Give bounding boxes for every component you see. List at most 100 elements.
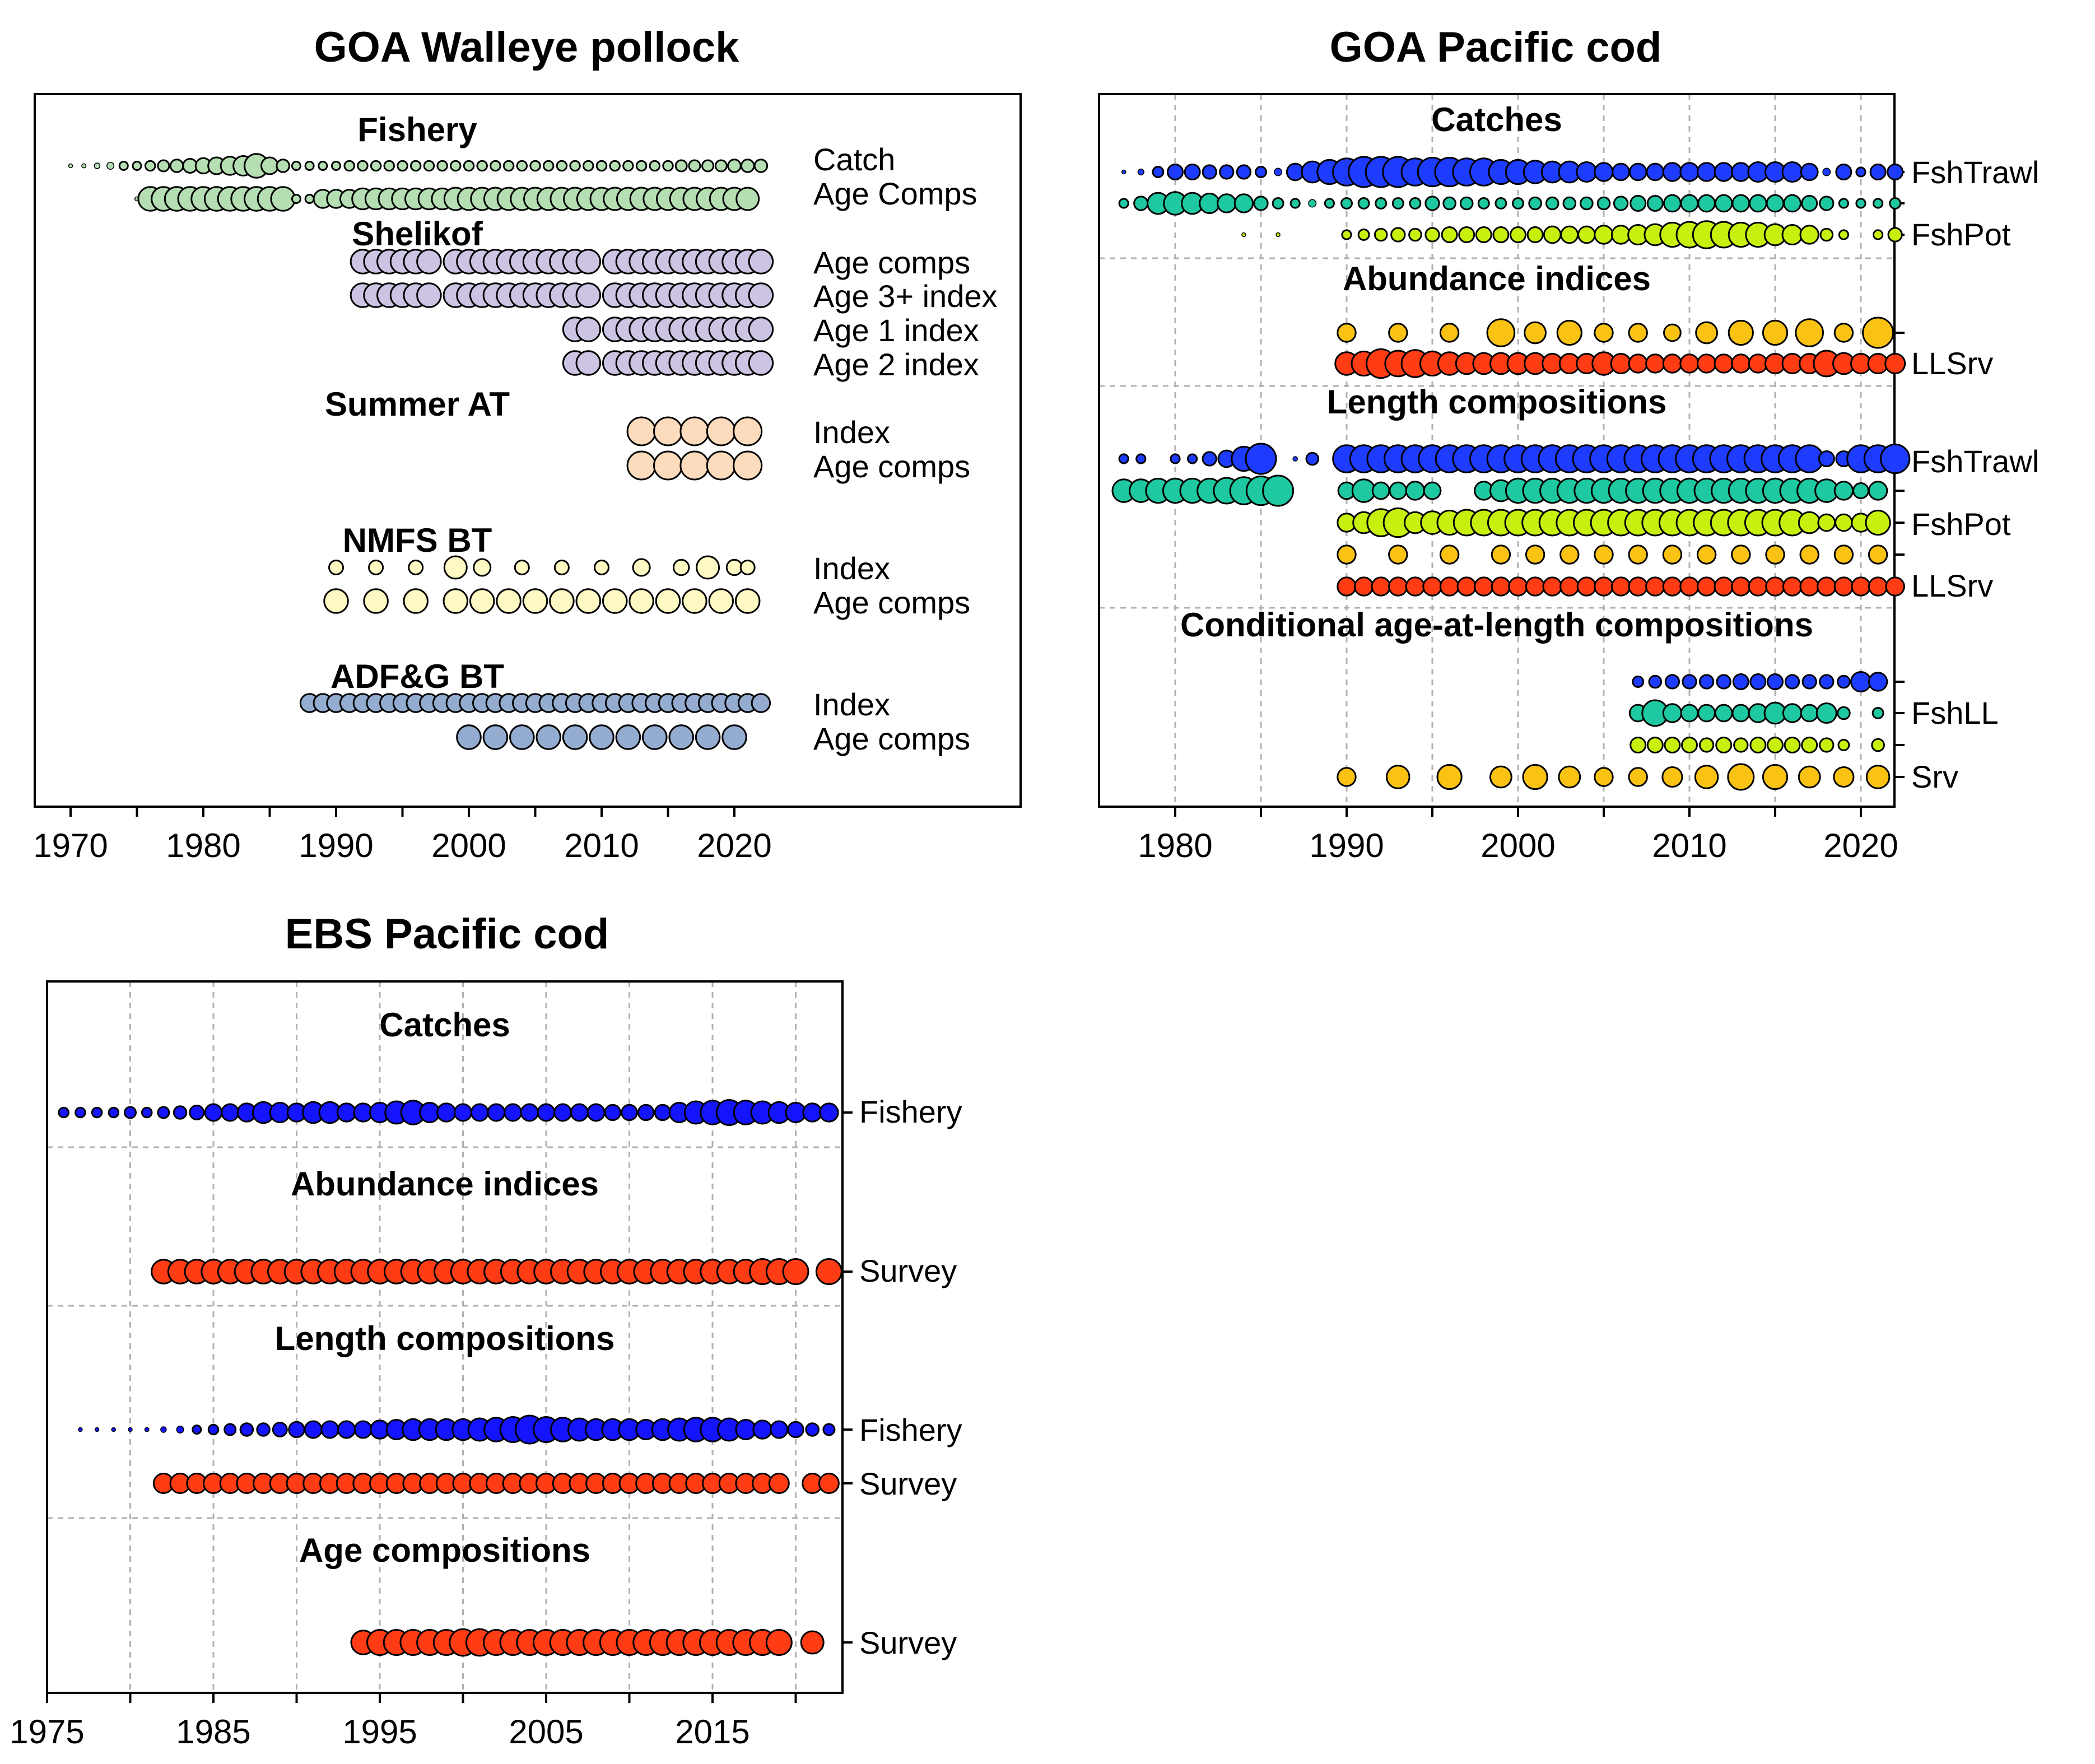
data-point: [1475, 226, 1492, 243]
data-point: [520, 1103, 539, 1122]
data-point: [1630, 737, 1647, 753]
data-point: [1645, 353, 1665, 374]
data-point: [604, 1104, 622, 1121]
data-point: [1423, 481, 1442, 500]
data-point: [1121, 169, 1126, 175]
data-point: [1762, 764, 1789, 790]
data-point: [768, 1473, 790, 1494]
data-point: [537, 1103, 556, 1122]
data-point: [815, 1258, 842, 1285]
data-point: [1765, 544, 1785, 565]
data-point: [1801, 737, 1818, 753]
data-point: [1680, 194, 1699, 213]
data-point: [1495, 197, 1507, 210]
data-point: [1696, 162, 1717, 182]
data-point: [1275, 232, 1281, 238]
row-label-index: Index: [813, 415, 890, 450]
data-point: [1837, 706, 1851, 720]
data-point: [106, 162, 115, 170]
data-point: [1491, 576, 1511, 597]
data-point: [1833, 323, 1854, 343]
data-point: [81, 163, 87, 169]
data-point: [169, 159, 184, 173]
y-label-llsrv: LLSrv: [1911, 346, 1993, 381]
data-point: [1837, 674, 1851, 689]
data-point: [1612, 162, 1630, 181]
data-point: [1337, 767, 1357, 787]
data-point: [320, 1420, 339, 1439]
data-point: [502, 160, 515, 172]
data-point: [1526, 226, 1544, 243]
panel-title: EBS Pacific cod: [285, 910, 609, 958]
data-point: [1543, 225, 1562, 244]
data-point: [1424, 227, 1440, 243]
data-point: [575, 317, 602, 342]
data-point: [1439, 323, 1460, 343]
data-point: [487, 1103, 506, 1122]
data-point: [682, 588, 707, 614]
data-point: [748, 317, 774, 342]
data-point: [653, 450, 683, 481]
data-point: [1822, 167, 1831, 176]
data-point: [1731, 353, 1751, 374]
data-point: [1289, 198, 1301, 209]
y-label-llsrv: LLSrv: [1911, 568, 1993, 603]
data-point: [1375, 197, 1388, 210]
data-point: [1819, 196, 1835, 211]
y-label-srv: Srv: [1911, 759, 1958, 794]
data-point: [128, 1427, 133, 1432]
data-point: [1852, 482, 1869, 499]
data-point: [1800, 704, 1819, 723]
x-tick-label: 1980: [166, 827, 240, 864]
data-point: [124, 1106, 137, 1119]
data-point: [1815, 702, 1837, 724]
data-point: [91, 1106, 103, 1119]
data-point: [1474, 576, 1494, 597]
data-point: [1645, 576, 1665, 597]
data-point: [68, 163, 73, 169]
panel-title: GOA Walleye pollock: [314, 24, 740, 71]
x-tick-label: 2010: [564, 827, 639, 864]
data-point: [733, 416, 763, 446]
data-point: [1833, 576, 1854, 597]
data-point: [1646, 195, 1664, 212]
data-point: [1784, 674, 1800, 690]
data-point: [192, 1425, 202, 1435]
data-point: [1305, 452, 1320, 466]
data-point: [748, 350, 774, 376]
data-point: [1441, 226, 1458, 243]
data-point: [1873, 198, 1884, 209]
data-point: [1341, 229, 1352, 240]
data-point: [318, 161, 328, 171]
data-point: [1698, 737, 1715, 753]
data-point: [443, 555, 468, 580]
data-point: [1696, 544, 1717, 565]
data-point: [204, 1103, 223, 1122]
data-point: [409, 160, 422, 172]
data-point: [1371, 576, 1391, 597]
data-point: [819, 1102, 839, 1123]
data-point: [701, 159, 715, 173]
plot-frame: [46, 980, 844, 1694]
data-point: [626, 450, 657, 481]
data-point: [1884, 352, 1906, 375]
data-point: [1869, 164, 1887, 180]
data-point: [1630, 195, 1647, 212]
data-point: [1662, 544, 1683, 565]
data-point: [1442, 196, 1456, 211]
data-point: [575, 588, 602, 614]
data-point: [1697, 704, 1716, 723]
data-point: [516, 160, 528, 172]
data-point: [1801, 195, 1818, 212]
data-point: [1610, 576, 1631, 597]
data-point: [1818, 450, 1835, 467]
data-point: [1353, 576, 1374, 597]
data-point: [1422, 576, 1442, 597]
data-point: [416, 282, 442, 308]
data-point: [1337, 576, 1357, 597]
data-point: [1489, 765, 1512, 789]
data-point: [1662, 162, 1683, 182]
group-label-length-compositions: Length compositions: [275, 1320, 615, 1357]
data-point: [1594, 767, 1614, 787]
